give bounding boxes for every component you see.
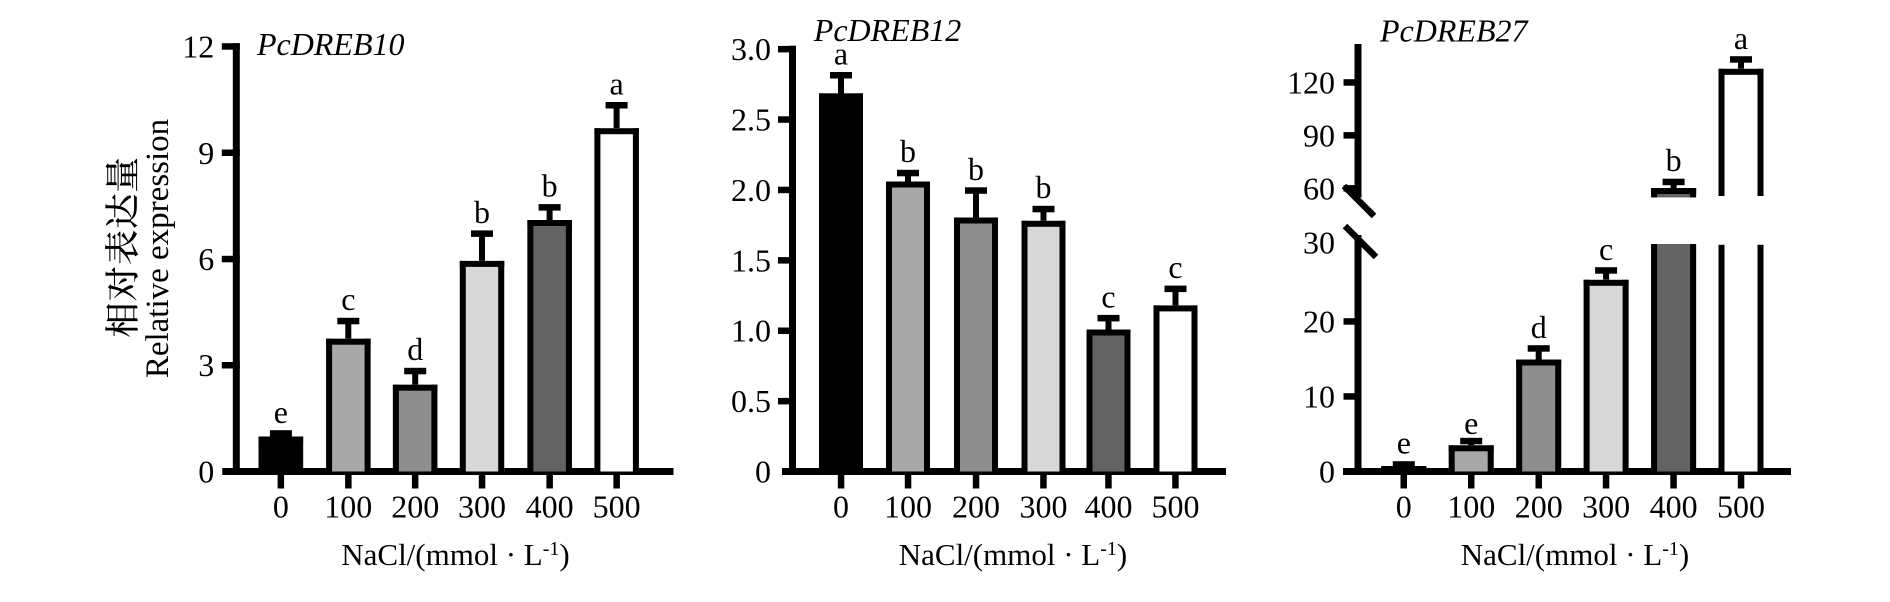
svg-text:d: d — [1531, 309, 1547, 345]
svg-text:90: 90 — [1303, 117, 1335, 153]
svg-text:400: 400 — [1085, 488, 1133, 524]
svg-text:NaCl/(mmol · L-1): NaCl/(mmol · L-1) — [341, 537, 569, 572]
svg-text:a: a — [1734, 20, 1748, 56]
svg-text:200: 200 — [1515, 488, 1563, 524]
svg-text:100: 100 — [1447, 488, 1495, 524]
svg-text:20: 20 — [1303, 304, 1335, 340]
svg-text:NaCl/(mmol · L-1): NaCl/(mmol · L-1) — [899, 537, 1127, 572]
svg-text:e: e — [274, 394, 288, 430]
svg-text:0: 0 — [1319, 454, 1335, 490]
svg-text:100: 100 — [324, 488, 372, 524]
svg-text:1.0: 1.0 — [731, 313, 771, 349]
svg-text:30: 30 — [1303, 224, 1335, 260]
svg-text:2.0: 2.0 — [731, 172, 771, 208]
svg-text:400: 400 — [1650, 488, 1698, 524]
svg-text:60: 60 — [1303, 170, 1335, 206]
svg-text:Relative expression: Relative expression — [140, 119, 176, 378]
svg-text:c: c — [1101, 278, 1115, 314]
svg-text:PcDREB27: PcDREB27 — [1379, 13, 1530, 49]
svg-text:2.5: 2.5 — [731, 102, 771, 138]
svg-text:100: 100 — [884, 488, 932, 524]
svg-text:0: 0 — [273, 488, 289, 524]
svg-text:200: 200 — [952, 488, 1000, 524]
svg-text:e: e — [1397, 425, 1411, 461]
svg-text:b: b — [474, 194, 490, 230]
svg-text:b: b — [542, 168, 558, 204]
svg-text:400: 400 — [526, 488, 574, 524]
svg-text:c: c — [1168, 249, 1182, 285]
svg-text:300: 300 — [1020, 488, 1068, 524]
svg-text:0: 0 — [198, 454, 214, 490]
svg-text:500: 500 — [593, 488, 641, 524]
svg-text:300: 300 — [1582, 488, 1630, 524]
svg-text:PcDREB10: PcDREB10 — [256, 26, 405, 62]
svg-text:1.5: 1.5 — [731, 242, 771, 278]
svg-text:b: b — [1036, 169, 1052, 205]
svg-text:b: b — [900, 133, 916, 169]
svg-text:3: 3 — [198, 347, 214, 383]
svg-text:b: b — [1666, 142, 1682, 178]
svg-text:9: 9 — [198, 135, 214, 171]
svg-text:200: 200 — [391, 488, 439, 524]
svg-text:b: b — [968, 151, 984, 187]
svg-text:300: 300 — [458, 488, 506, 524]
svg-text:d: d — [407, 331, 423, 367]
svg-text:a: a — [834, 36, 848, 72]
svg-text:c: c — [341, 281, 355, 317]
svg-text:0: 0 — [755, 454, 771, 490]
svg-text:10: 10 — [1303, 379, 1335, 415]
svg-text:3.0: 3.0 — [731, 31, 771, 67]
svg-text:0: 0 — [1396, 488, 1412, 524]
svg-text:c: c — [1599, 231, 1613, 267]
svg-text:6: 6 — [198, 241, 214, 277]
svg-text:0.5: 0.5 — [731, 383, 771, 419]
svg-text:0: 0 — [833, 488, 849, 524]
svg-text:500: 500 — [1152, 488, 1200, 524]
svg-text:e: e — [1464, 405, 1478, 441]
svg-text:500: 500 — [1717, 488, 1765, 524]
svg-text:a: a — [609, 66, 623, 102]
svg-text:12: 12 — [182, 29, 214, 65]
svg-text:PcDREB12: PcDREB12 — [813, 12, 962, 48]
svg-text:120: 120 — [1287, 64, 1335, 100]
svg-text:NaCl/(mmol · L-1): NaCl/(mmol · L-1) — [1461, 537, 1689, 572]
